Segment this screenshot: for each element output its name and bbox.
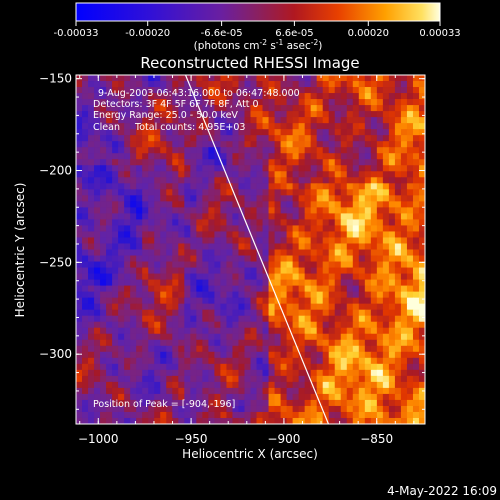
colorbar-tick-label: 0.00033 [419,28,460,39]
x-tick-label: −900 [267,432,300,446]
plot-frame [75,74,426,425]
heatmap-image [76,75,425,424]
x-tick-label: −850 [360,432,393,446]
annotation-time-range: 9-Aug-2003 06:43:16.000 to 06:47:48.000 [98,88,300,99]
x-tick-label: −1000 [78,432,119,446]
x-axis-ticks: −1000 −950 −900 −850 [78,75,415,446]
y-tick-label: −250 [39,255,72,269]
colorbar-tick-label: -0.00033 [54,28,99,39]
x-axis-label: Heliocentric X (arcsec) [182,447,318,461]
annotation-energy-range: Energy Range: 25.0 - 50.0 keV [93,110,238,121]
colorbar-tick-label: 6.6e-05 [275,28,313,39]
annotation-clean-counts: Clean Total counts: 4.95E+03 [93,122,245,133]
y-axis-ticks: −150 −200 −250 −300 [39,72,425,410]
colorbar-ticks [75,21,441,26]
y-tick-label: −300 [39,347,72,361]
y-tick-label: −200 [39,164,72,178]
timestamp: 4-May-2022 16:09 [387,484,497,498]
y-tick-label: −150 [39,72,72,86]
annotation-peak-position: Position of Peak = [-904,-196] [93,399,235,410]
colorbar-tick-label: -6.6e-05 [201,28,243,39]
colorbar-tick-label: -0.00020 [125,28,170,39]
colorbar [75,2,441,22]
x-tick-label: −950 [175,432,208,446]
colorbar-tick-labels: -0.00033 -0.00020 -6.6e-05 6.6e-05 0.00020 0.… [54,28,461,39]
chart-title: Reconstructed RHESSI Image [140,54,359,72]
colorbar-tick-label: 0.00020 [348,28,389,39]
y-axis-label: Heliocentric Y (arcsec) [13,183,27,318]
annotation-detectors: Detectors: 3F 4F 5F 6F 7F 8F, Att 0 [93,99,259,110]
colorbar-units: (photons cm-2 s-1 asec-2) [194,38,323,52]
solar-limb-line [184,75,330,424]
